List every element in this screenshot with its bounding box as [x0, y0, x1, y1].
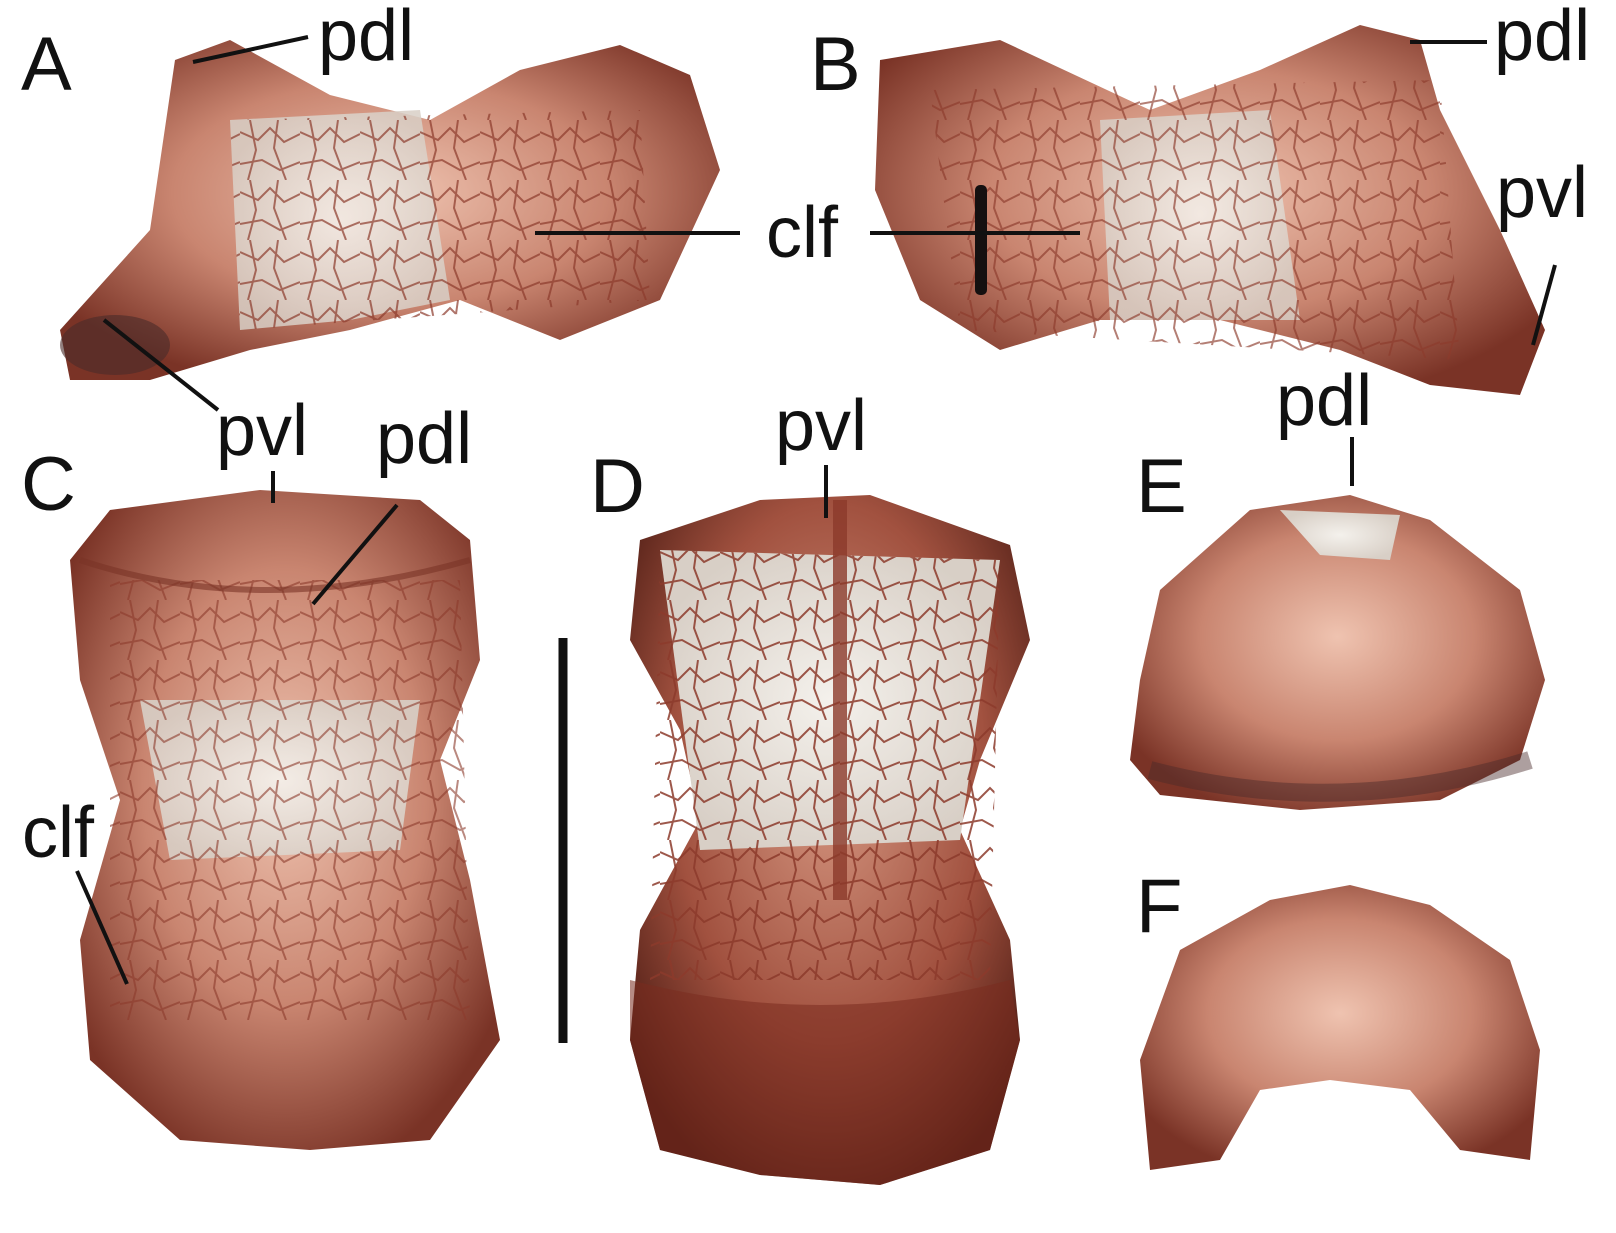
label-b-pdl: pdl [1494, 0, 1590, 76]
panel-letter-e: E [1136, 444, 1187, 529]
panel-letter-c: C [21, 442, 76, 527]
label-a-pvl: pvl [216, 391, 308, 471]
panel-letter-f: F [1136, 864, 1182, 949]
label-e-pdl: pdl [1276, 361, 1372, 441]
label-d-pvl: pvl [775, 386, 867, 466]
label-c-pdl: pdl [376, 399, 472, 479]
panel-letter-d: D [590, 444, 645, 529]
specimen-view-f [1140, 885, 1540, 1170]
label-b-pvl: pvl [1496, 153, 1588, 233]
specimen-view-e [1130, 495, 1545, 810]
leader-c-pdl [311, 503, 399, 606]
leader-b-pvl [1531, 264, 1557, 346]
panel-letter-b: B [810, 22, 861, 107]
specimen-view-d [630, 495, 1030, 1185]
leader-a-pvl [102, 318, 220, 412]
label-a-clf: clf [766, 193, 839, 273]
label-c-clf: clf [22, 793, 95, 873]
leader-c-clf [75, 870, 129, 985]
specimen-view-a [60, 40, 720, 380]
panel-letter-a: A [21, 22, 72, 107]
specimen-view-c [70, 490, 500, 1150]
specimen-view-b [875, 25, 1545, 395]
leader-a-pdl [192, 35, 309, 64]
label-a-pdl: pdl [318, 0, 414, 76]
leader-lines [75, 35, 1557, 985]
